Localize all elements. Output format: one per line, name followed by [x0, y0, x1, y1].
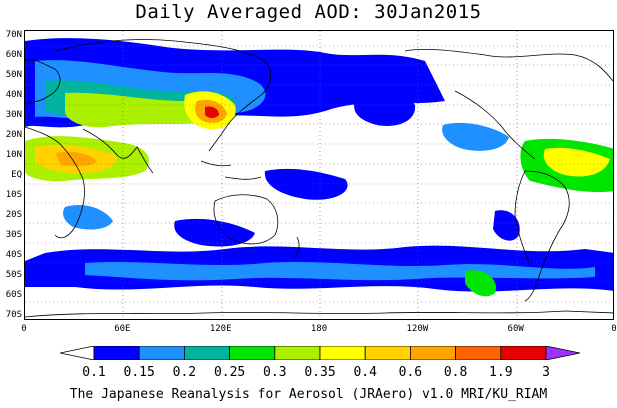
colorbar-swatch: [93, 346, 140, 360]
latitude-label: 30N: [5, 110, 22, 120]
latitude-label: 20S: [5, 210, 22, 220]
colorbar-level-label: 0.6: [398, 365, 423, 380]
latitude-label: 60N: [5, 50, 22, 60]
latitude-label: 70S: [5, 310, 22, 320]
latitude-label: 20N: [5, 130, 22, 140]
longitude-label: 120E: [209, 324, 232, 334]
latitude-label: 30S: [5, 230, 22, 240]
longitude-label: 120W: [406, 324, 429, 334]
colorbar-swatch: [500, 346, 547, 360]
colorbar-swatch: [60, 346, 95, 360]
latitude-label: 40S: [5, 250, 22, 260]
longitude-label: 0: [21, 324, 27, 334]
colorbar-swatch: [455, 346, 502, 360]
colorbar-level-label: 0.15: [123, 365, 155, 380]
colorbar-swatch: [319, 346, 366, 360]
map-title: Daily Averaged AOD: 30Jan2015: [135, 1, 482, 23]
latitude-label: EQ: [11, 170, 22, 180]
colorbar-level-label: 0.1: [82, 365, 106, 380]
latitude-label: 40N: [5, 90, 22, 100]
latitude-label: 50S: [5, 270, 22, 280]
colorbar-swatch: [138, 346, 185, 360]
credit-text: The Japanese Reanalysis for Aerosol (JRA…: [69, 387, 548, 402]
colorbar-level-label: 0.35: [304, 365, 336, 380]
colorbar-level-label: 0.25: [213, 365, 246, 380]
longitude-label: 60W: [507, 324, 524, 334]
colorbar-swatch: [364, 346, 411, 360]
latitude-label: 60S: [5, 290, 22, 300]
colorbar-level-label: 0.2: [172, 365, 197, 380]
aod-map-canvas: [25, 31, 613, 319]
aod-fields: [25, 38, 613, 297]
aod-colorbar: [60, 346, 580, 360]
aod-map: [24, 30, 614, 320]
colorbar-level-label: 1.9: [489, 365, 513, 380]
colorbar-swatch: [409, 346, 456, 360]
colorbar-level-label: 0.3: [263, 365, 287, 380]
latitude-label: 10N: [5, 150, 22, 160]
colorbar-level-label: 0.4: [353, 365, 377, 380]
longitude-label: 60E: [114, 324, 131, 334]
colorbar-swatch: [545, 346, 580, 360]
colorbar-swatch: [229, 346, 276, 360]
colorbar-swatch: [274, 346, 321, 360]
graticule: [25, 31, 613, 319]
coastlines: [25, 39, 613, 318]
longitude-label: 180: [310, 324, 328, 334]
colorbar-level-label: 3: [542, 365, 550, 380]
colorbar-swatch: [184, 346, 231, 360]
latitude-label: 10S: [5, 190, 22, 200]
latitude-label: 70N: [5, 30, 22, 40]
colorbar-level-label: 0.8: [443, 365, 468, 380]
longitude-label: 0: [611, 324, 617, 334]
latitude-label: 50N: [5, 70, 22, 80]
